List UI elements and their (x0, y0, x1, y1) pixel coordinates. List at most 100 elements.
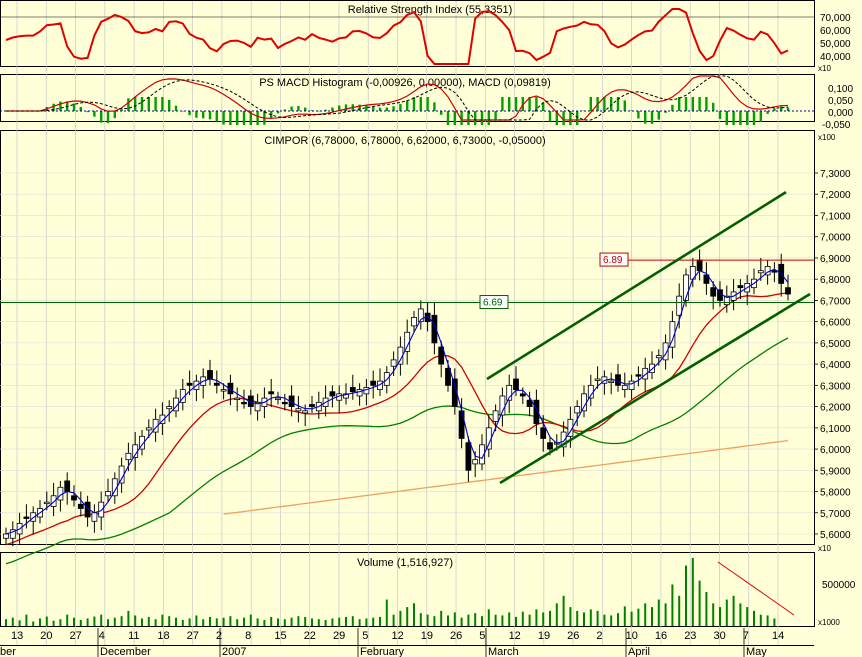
macd-histogram-bar (644, 111, 647, 124)
candle-down (268, 391, 275, 395)
macd-histogram-bar (174, 105, 178, 111)
x-axis-day-label: 10 (626, 630, 638, 642)
price-tick-label: 5,7000 (820, 509, 851, 520)
macd-histogram-bar (344, 104, 348, 111)
macd-histogram-bar (378, 107, 382, 111)
rsi-tick-50: 50,000 (820, 39, 851, 50)
rsi-tick-70: 70,000 (820, 13, 851, 24)
macd-histogram-bar (79, 107, 82, 111)
macd-histogram-bar (120, 109, 123, 111)
macd-tick-neg0050: -0,050 (822, 120, 851, 131)
macd-title: PS MACD Histogram (-0,00926, 0,00000), M… (259, 77, 551, 89)
price-tick-label: 6,2000 (820, 403, 851, 414)
macd-histogram-bar (480, 111, 484, 125)
candle-up (91, 512, 98, 522)
candle-down (213, 382, 220, 386)
x-axis-day-label: 13 (11, 630, 23, 642)
candle-up (757, 270, 764, 274)
macd-histogram-bar (236, 111, 239, 125)
macd-histogram-bar (603, 97, 606, 111)
macd-histogram-bar (134, 97, 137, 111)
candle-up (608, 380, 615, 384)
candle-up (655, 355, 662, 359)
candle-up (302, 410, 309, 414)
candle-down (519, 393, 526, 397)
macd-histogram-bar (100, 111, 103, 123)
candle-up (390, 359, 397, 367)
macd-histogram-bar (426, 97, 429, 111)
candle-up (628, 380, 635, 391)
volume-panel-frame (0, 552, 815, 627)
x-axis-day-label: 5 (362, 630, 368, 642)
macd-histogram-bar (698, 97, 701, 111)
macd-histogram-bar (650, 111, 654, 124)
macd-tick-0100: 0,100 (828, 84, 853, 95)
x-axis-day-label: 16 (655, 630, 667, 642)
candle-down (710, 287, 717, 297)
x-axis-day-label: 30 (713, 630, 725, 642)
candle-up (105, 491, 111, 497)
macd-histogram-bar (419, 97, 422, 111)
x-axis-month-label: April (628, 646, 650, 657)
candle-up (343, 393, 349, 399)
candle-up (662, 342, 669, 361)
macd-histogram-bar (671, 104, 674, 111)
macd-histogram-bar (678, 97, 681, 111)
panel-frames (0, 0, 815, 646)
macd-histogram-bar (637, 111, 640, 119)
macd-histogram-bar (181, 111, 184, 112)
macd-histogram-bar (127, 98, 130, 111)
macd-histogram-bar (555, 111, 558, 125)
macd-histogram-bar (705, 97, 708, 111)
candle-down (186, 382, 193, 386)
candle-down (64, 480, 71, 492)
x-axis-day-label: 27 (187, 630, 199, 642)
price-tick-label: 7,2000 (820, 190, 851, 201)
candle-up (472, 459, 479, 465)
candle-down (349, 387, 356, 393)
candle-up (642, 367, 649, 380)
candle-down (540, 427, 547, 439)
candle-down (309, 404, 315, 407)
macd-histogram-bar (52, 103, 55, 111)
support-tag-label: 6.69 (483, 298, 503, 309)
x-axis-day-label: 8 (245, 630, 251, 642)
candle-down (71, 495, 77, 501)
candle-down (513, 378, 519, 391)
volume-scale-label: x1000 (818, 618, 840, 627)
macd-histogram-bar (746, 111, 749, 125)
macd-histogram-bar (725, 111, 728, 125)
macd-axis: 0,100 0,050 0,000 -0,050 x100 (818, 84, 853, 142)
macd-histogram-bar (385, 107, 388, 111)
macd-histogram-bar (589, 97, 592, 111)
candle-down (241, 401, 247, 405)
macd-histogram-bar (93, 111, 96, 117)
macd-tick-0000: 0,000 (828, 108, 853, 119)
candle-up (417, 308, 424, 323)
macd-histogram-bar (331, 107, 334, 111)
price-tick-label: 6,6000 (820, 318, 851, 329)
macd-histogram-bar (460, 111, 463, 125)
macd-histogram-bar (208, 111, 212, 120)
x-axis-day-label: 5 (479, 630, 485, 642)
resistance-tag-label: 6.89 (603, 255, 623, 266)
macd-histogram-bar (562, 111, 565, 125)
macd-histogram-bar (283, 109, 286, 111)
macd-histogram-bar (140, 97, 144, 111)
macd-histogram-bar (773, 108, 776, 111)
candle-down (635, 374, 642, 377)
x-axis-month-label: December (100, 646, 151, 657)
macd-histogram-bar (718, 111, 722, 119)
moving-average-very-long (223, 439, 789, 515)
rsi-line (5, 8, 789, 65)
macd-histogram-bar (256, 111, 259, 125)
candle-up (485, 427, 492, 450)
candle-up (98, 501, 105, 518)
price-tick-label: 5,9000 (820, 466, 851, 477)
macd-histogram-bar (712, 102, 715, 111)
macd-histogram-bar (195, 111, 198, 118)
macd-histogram-bar (528, 97, 531, 111)
candle-up (492, 410, 499, 422)
macd-histogram-bar (168, 99, 171, 111)
candle-up (560, 431, 567, 448)
